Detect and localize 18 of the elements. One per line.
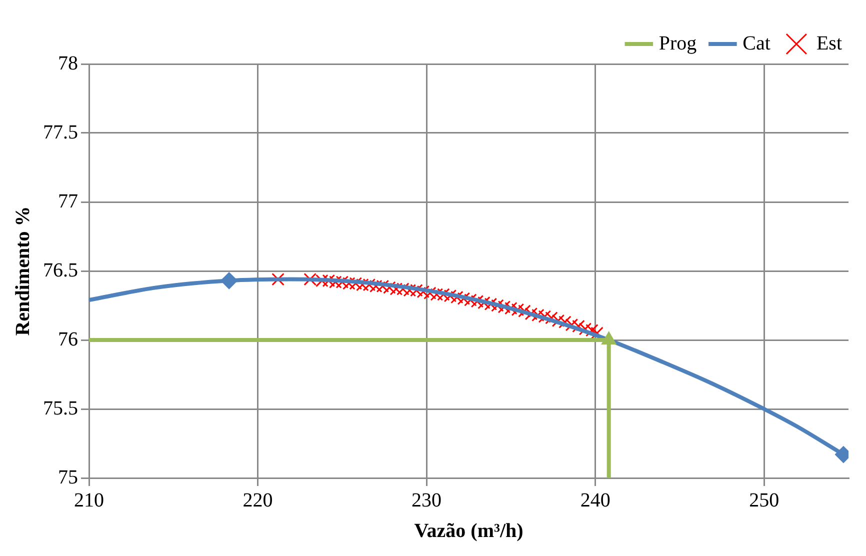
x-tick-label: 230 [412,489,442,512]
legend-label: Cat [742,32,771,54]
y-tick-label: 75.5 [43,397,78,420]
x-tick-label: 240 [580,489,610,512]
x-tick-label: 250 [749,489,780,512]
point [518,304,531,318]
y-tick-label: 77 [58,190,78,212]
legend-label: Est [816,32,842,54]
x-tick-label: 220 [242,489,273,512]
y-tick-label: 76.5 [43,259,78,282]
y-tick-label: 76 [58,328,78,350]
y-tick-label: 75 [58,466,78,488]
x-tick-label: 210 [74,489,104,512]
y-axis-title: Rendimento % [12,206,34,336]
y-tick-label: 78 [58,52,78,74]
y-tick-label: 77.5 [43,121,78,144]
legend-label: Prog [658,32,697,54]
x-axis-title: Vazão (m³/h) [414,520,524,542]
